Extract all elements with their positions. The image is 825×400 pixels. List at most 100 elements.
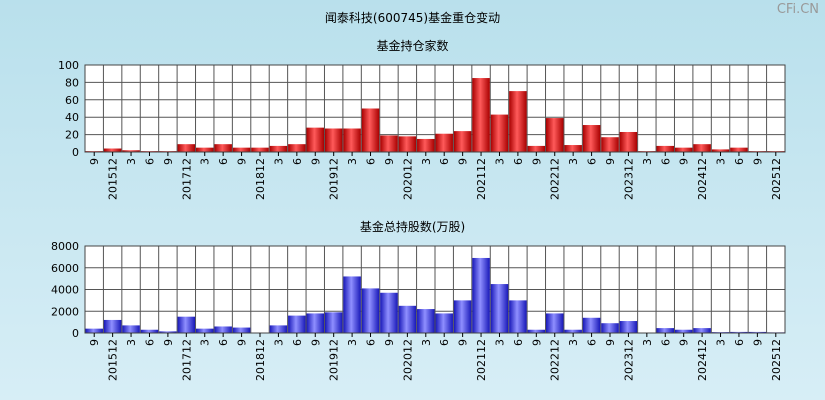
bar <box>693 328 711 333</box>
x-tick-label: 9 <box>383 158 396 165</box>
bar <box>417 309 435 333</box>
x-tick-label: 6 <box>659 339 672 346</box>
x-tick-label: 3 <box>272 339 285 346</box>
x-tick-label: 3 <box>493 339 506 346</box>
x-tick-label: 9 <box>678 339 691 346</box>
bar <box>177 316 196 333</box>
bar <box>380 292 398 333</box>
bar <box>288 144 306 152</box>
bar <box>509 300 527 333</box>
bar <box>601 323 619 333</box>
x-tick-label: 9 <box>88 339 101 346</box>
y-tick-label: 4000 <box>51 284 79 297</box>
x-tick-label: 3 <box>715 339 728 346</box>
bar <box>435 133 453 152</box>
x-tick-label: 6 <box>217 339 230 346</box>
bar <box>582 125 601 152</box>
y-tick-label: 6000 <box>51 262 79 275</box>
x-tick-label: 6 <box>438 339 451 346</box>
y-tick-label: 40 <box>65 111 79 124</box>
y-tick-label: 20 <box>65 129 79 142</box>
x-tick-label: 3 <box>420 339 433 346</box>
x-tick-label: 9 <box>457 339 470 346</box>
x-tick-label: 3 <box>346 158 359 165</box>
x-tick-label: 9 <box>236 339 249 346</box>
x-tick-label: 201912 <box>328 158 341 200</box>
bar <box>490 114 509 152</box>
x-tick-label: 3 <box>641 339 654 346</box>
bar <box>398 305 417 333</box>
x-tick-label: 202512 <box>770 339 783 381</box>
x-tick-label: 9 <box>309 339 322 346</box>
bar <box>748 331 767 333</box>
bar <box>122 325 140 333</box>
bar <box>545 118 564 152</box>
bar <box>730 331 748 333</box>
bar <box>564 329 582 333</box>
x-tick-label: 6 <box>586 339 599 346</box>
bar <box>343 128 361 152</box>
bar <box>545 313 564 333</box>
x-tick-label: 6 <box>143 158 156 165</box>
x-tick-label: 9 <box>309 158 322 165</box>
x-tick-label: 3 <box>567 339 580 346</box>
bar <box>453 131 472 152</box>
x-tick-label: 202212 <box>549 158 562 200</box>
x-tick-label: 3 <box>420 158 433 165</box>
x-tick-label: 201812 <box>254 158 267 200</box>
bar <box>527 145 546 152</box>
bar <box>288 315 306 333</box>
bar <box>122 150 140 152</box>
x-tick-label: 201512 <box>107 158 120 200</box>
bar <box>103 319 122 333</box>
page-title: 闻泰科技(600745)基金重仓变动 <box>324 11 501 25</box>
x-tick-label: 9 <box>457 158 470 165</box>
bar <box>674 329 693 333</box>
x-tick-label: 202312 <box>622 339 635 381</box>
bar <box>472 257 490 333</box>
x-tick-label: 202512 <box>770 158 783 200</box>
bar <box>380 135 398 152</box>
bar <box>656 145 675 152</box>
bar <box>674 147 693 152</box>
bar <box>490 284 509 333</box>
x-tick-label: 6 <box>291 158 304 165</box>
bar <box>693 144 711 152</box>
x-tick-label: 9 <box>678 158 691 165</box>
x-tick-label: 9 <box>383 339 396 346</box>
x-tick-label: 202012 <box>401 339 414 381</box>
x-tick-label: 202412 <box>696 158 709 200</box>
x-tick-label: 3 <box>125 339 138 346</box>
x-tick-label: 6 <box>733 339 746 346</box>
bar <box>159 331 177 333</box>
bar <box>656 328 675 333</box>
x-tick-label: 202112 <box>475 158 488 200</box>
bar <box>306 127 325 152</box>
bar <box>361 288 380 333</box>
bar <box>214 326 232 333</box>
bar <box>85 328 103 333</box>
x-tick-label: 9 <box>751 339 764 346</box>
chart-1-title: 基金持仓家数 <box>376 39 449 53</box>
x-tick-label: 3 <box>715 158 728 165</box>
x-tick-label: 3 <box>199 158 212 165</box>
bar <box>601 137 619 152</box>
bar <box>232 327 251 333</box>
x-tick-label: 201812 <box>254 339 267 381</box>
bar <box>269 145 288 152</box>
x-tick-label: 6 <box>733 158 746 165</box>
bar <box>472 78 490 152</box>
x-tick-label: 6 <box>512 158 525 165</box>
y-tick-label: 60 <box>65 94 79 107</box>
x-tick-label: 3 <box>272 158 285 165</box>
bar <box>361 108 380 152</box>
bar <box>398 136 417 152</box>
bar <box>343 276 361 333</box>
x-tick-label: 3 <box>567 158 580 165</box>
chart-2-title: 基金总持股数(万股) <box>359 220 466 234</box>
x-tick-label: 9 <box>530 339 543 346</box>
bar <box>103 148 122 152</box>
x-tick-label: 3 <box>346 339 359 346</box>
